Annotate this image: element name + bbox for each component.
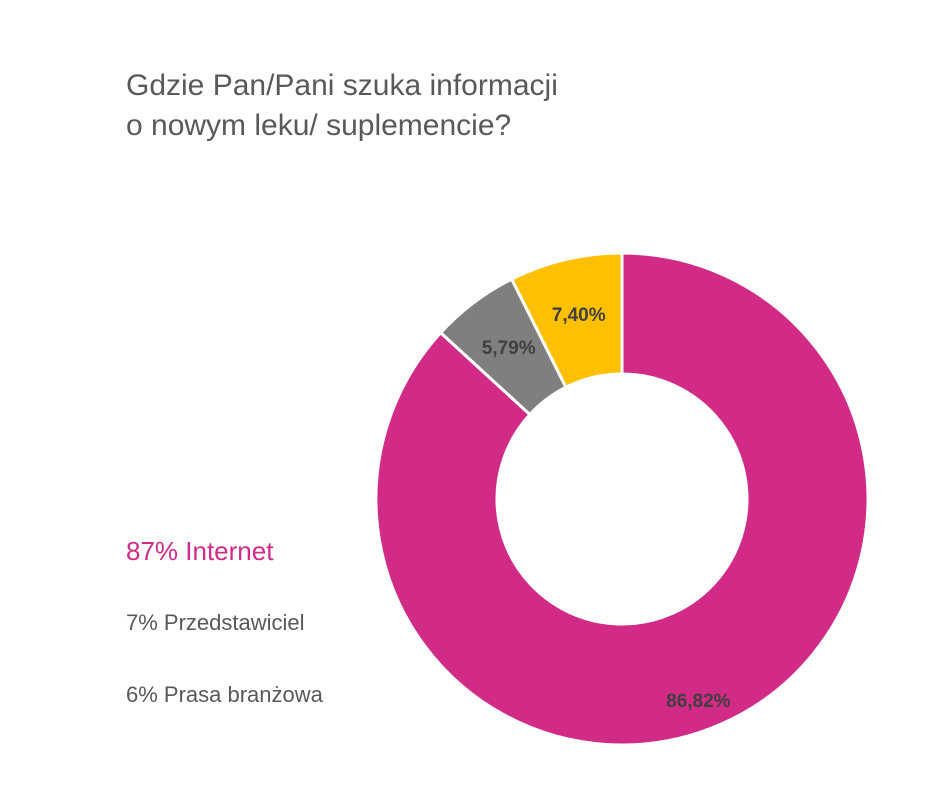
chart-title: Gdzie Pan/Pani szuka informacji o nowym … [126, 66, 826, 146]
legend-item-prasa: 6% Prasa branżowa [126, 682, 323, 707]
legend-item-internet: 87% Internet [126, 536, 274, 566]
slice-label-prasa: 5,79% [482, 338, 536, 359]
chart-title-line-1: Gdzie Pan/Pani szuka informacji [126, 69, 558, 102]
legend-item-przedstawiciel: 7% Przedstawiciel [126, 610, 305, 635]
chart-title-line-2: o nowym leku/ suplemencie? [126, 109, 512, 142]
slice-label-internet: 86,82% [666, 691, 731, 712]
slice-przedstawiciel [509, 251, 624, 390]
slice-label-przedstawiciel: 7,40% [552, 305, 606, 326]
slice-internet [374, 251, 870, 747]
